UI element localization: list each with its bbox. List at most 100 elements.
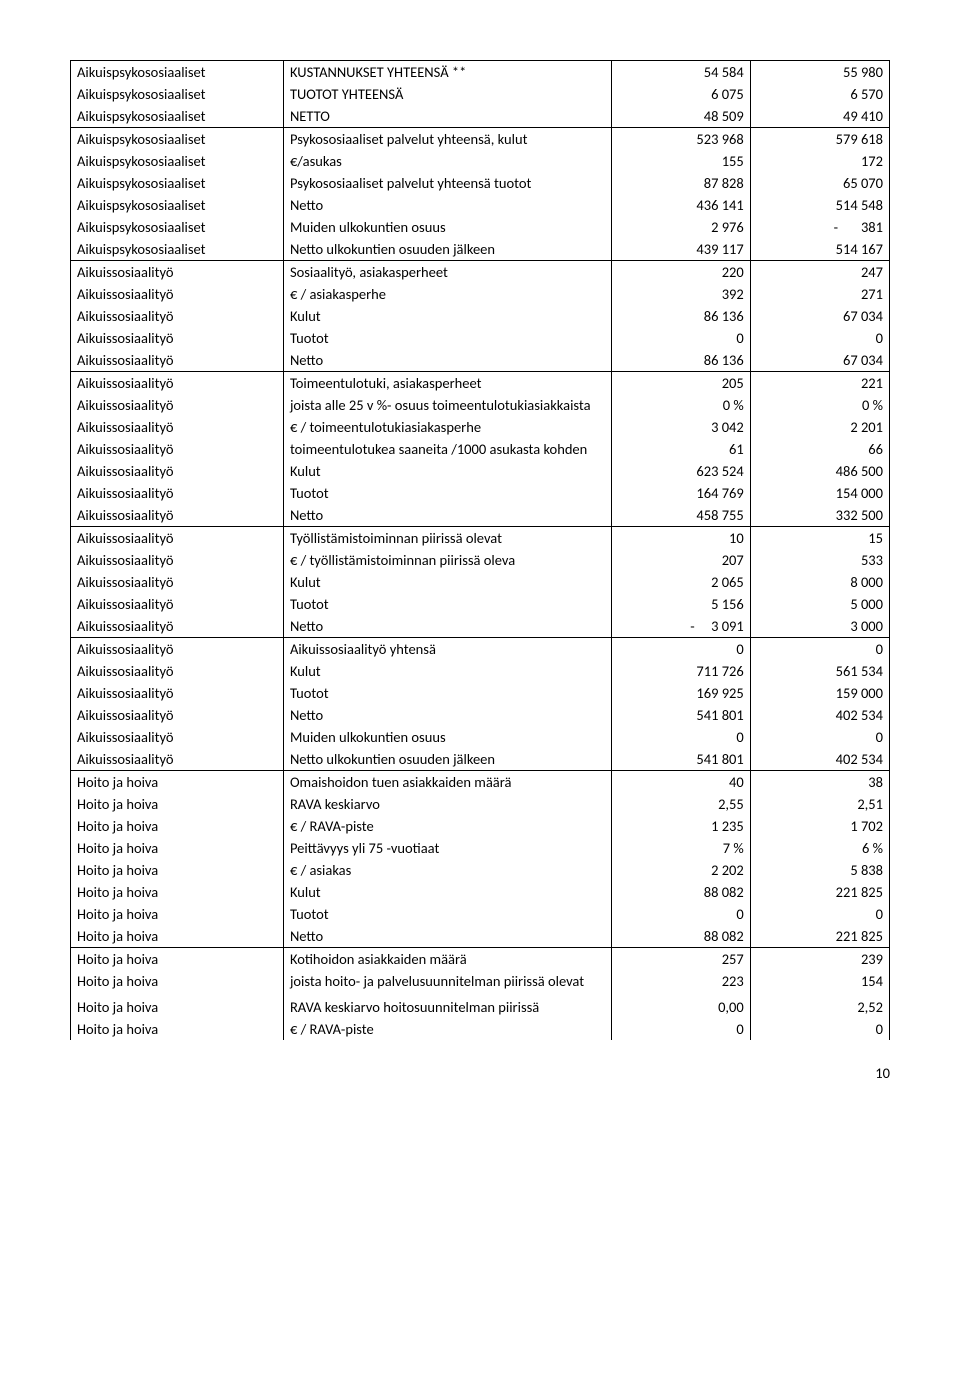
table-cell: Psykososiaaliset palvelut yhteensä tuoto…	[283, 172, 611, 194]
table-cell: Aikuissosiaalityö	[71, 261, 284, 284]
table-cell: KUSTANNUKSET YHTEENSÄ **	[283, 61, 611, 84]
table-cell: Aikuissosiaalityö	[71, 527, 284, 550]
table-cell: 48 509	[611, 105, 750, 128]
table-cell: Tuotot	[283, 682, 611, 704]
table-cell: 0	[611, 1018, 750, 1040]
table-row: Hoito ja hoiva€ / asiakas2 2025 838	[71, 859, 890, 881]
table-row: AikuispsykososiaalisetMuiden ulkokuntien…	[71, 216, 890, 238]
table-cell: Aikuissosiaalityö	[71, 638, 284, 661]
table-row: AikuissosiaalityöTuotot5 1565 000	[71, 593, 890, 615]
table-row: AikuissosiaalityöNetto541 801402 534	[71, 704, 890, 726]
table-cell: 86 136	[611, 305, 750, 327]
table-cell: Netto	[283, 504, 611, 527]
table-cell: Aikuissosiaalityö	[71, 682, 284, 704]
table-row: Hoito ja hoivaPeittävyys yli 75 -vuotiaa…	[71, 837, 890, 859]
table-cell: Hoito ja hoiva	[71, 881, 284, 903]
table-cell: 15	[750, 527, 889, 550]
table-row: AikuispsykososiaalisetPsykososiaaliset p…	[71, 172, 890, 194]
table-cell: Aikuissosiaalityö	[71, 394, 284, 416]
table-row: AikuispsykososiaalisetTUOTOT YHTEENSÄ6 0…	[71, 83, 890, 105]
table-row: AikuissosiaalityöKulut2 0658 000	[71, 571, 890, 593]
table-cell: Aikuispsykososiaaliset	[71, 128, 284, 151]
table-row: AikuispsykososiaalisetNetto436 141514 54…	[71, 194, 890, 216]
table-cell: Hoito ja hoiva	[71, 771, 284, 794]
table-cell: 61	[611, 438, 750, 460]
data-table: Aikuispsykososiaaliset KUSTANNUKSET YHTEE…	[70, 60, 890, 1040]
table-cell: €/asukas	[283, 150, 611, 172]
table-cell: Muiden ulkokuntien osuus	[283, 726, 611, 748]
table-cell: 2,52	[750, 996, 889, 1018]
table-cell: Kotihoidon asiakkaiden määrä	[283, 948, 611, 971]
table-row: AikuispsykososiaalisetNETTO48 50949 410	[71, 105, 890, 128]
table-row: AikuispsykososiaalisetKUSTANNUKSET YHTEE…	[71, 61, 890, 84]
table-cell: 0	[750, 327, 889, 349]
table-cell: 0	[611, 903, 750, 925]
table-cell: RAVA keskiarvo	[283, 793, 611, 815]
table-cell: 55 980	[750, 61, 889, 84]
table-cell: Aikuissosiaalityö	[71, 748, 284, 771]
table-row: AikuissosiaalityöKulut623 524486 500	[71, 460, 890, 482]
table-row: Hoito ja hoiva€ / RAVA-piste00	[71, 1018, 890, 1040]
table-cell: 257	[611, 948, 750, 971]
table-cell: - 3 091	[611, 615, 750, 638]
table-cell: 561 534	[750, 660, 889, 682]
table-cell: Hoito ja hoiva	[71, 903, 284, 925]
table-cell: Muiden ulkokuntien osuus	[283, 216, 611, 238]
table-row: Hoito ja hoivaNetto88 082221 825	[71, 925, 890, 948]
table-cell: Aikuissosiaalityö	[71, 549, 284, 571]
table-cell: 220	[611, 261, 750, 284]
table-cell: Hoito ja hoiva	[71, 925, 284, 948]
table-cell: Aikuissosiaalityö	[71, 726, 284, 748]
table-row: Hoito ja hoiva€ / RAVA-piste1 2351 702	[71, 815, 890, 837]
table-cell: Netto	[283, 704, 611, 726]
table-cell: 65 070	[750, 172, 889, 194]
table-cell: Aikuissosiaalityö yhtensä	[283, 638, 611, 661]
table-cell: 86 136	[611, 349, 750, 372]
table-cell: 579 618	[750, 128, 889, 151]
table-cell: 207	[611, 549, 750, 571]
table-cell: Kulut	[283, 460, 611, 482]
table-cell: 88 082	[611, 925, 750, 948]
table-cell: 38	[750, 771, 889, 794]
table-cell: 7 %	[611, 837, 750, 859]
table-row: Aikuissosiaalityötoimeentulotukea saanei…	[71, 438, 890, 460]
table-cell: 159 000	[750, 682, 889, 704]
table-cell: 67 034	[750, 305, 889, 327]
table-cell: 0	[750, 638, 889, 661]
table-row: AikuissosiaalityöKulut711 726561 534	[71, 660, 890, 682]
table-cell: 3 000	[750, 615, 889, 638]
table-cell: 0,00	[611, 996, 750, 1018]
table-cell: 1 702	[750, 815, 889, 837]
table-cell: 458 755	[611, 504, 750, 527]
table-cell: Hoito ja hoiva	[71, 996, 284, 1018]
table-cell: 523 968	[611, 128, 750, 151]
table-cell: 486 500	[750, 460, 889, 482]
table-cell: Työllistämistoiminnan piirissä olevat	[283, 527, 611, 550]
table-cell: 223	[611, 970, 750, 992]
table-cell: 402 534	[750, 704, 889, 726]
table-row: Aikuissosiaalityöjoista alle 25 v %- osu…	[71, 394, 890, 416]
table-cell: Netto	[283, 194, 611, 216]
table-cell: Tuotot	[283, 482, 611, 504]
table-row: Hoito ja hoivaRAVA keskiarvo hoitosuunni…	[71, 996, 890, 1018]
table-cell: 8 000	[750, 571, 889, 593]
table-cell: 40	[611, 771, 750, 794]
table-row: AikuissosiaalityöTyöllistämistoiminnan p…	[71, 527, 890, 550]
table-cell: Tuotot	[283, 903, 611, 925]
table-cell: toimeentulotukea saaneita /1000 asukasta…	[283, 438, 611, 460]
table-cell: Aikuissosiaalityö	[71, 482, 284, 504]
table-cell: 436 141	[611, 194, 750, 216]
page-number: 10	[70, 1064, 890, 1082]
table-cell: 0	[611, 638, 750, 661]
table-cell: Aikuispsykososiaaliset	[71, 172, 284, 194]
table-cell: 10	[611, 527, 750, 550]
table-cell: 2 976	[611, 216, 750, 238]
table-cell: 239	[750, 948, 889, 971]
table-cell: Hoito ja hoiva	[71, 1018, 284, 1040]
table-cell: Aikuissosiaalityö	[71, 305, 284, 327]
table-cell: Netto	[283, 925, 611, 948]
table-cell: Tuotot	[283, 327, 611, 349]
table-cell: joista hoito- ja palvelusuunnitelman pii…	[283, 970, 611, 992]
table-cell: Hoito ja hoiva	[71, 859, 284, 881]
table-cell: 205	[611, 372, 750, 395]
